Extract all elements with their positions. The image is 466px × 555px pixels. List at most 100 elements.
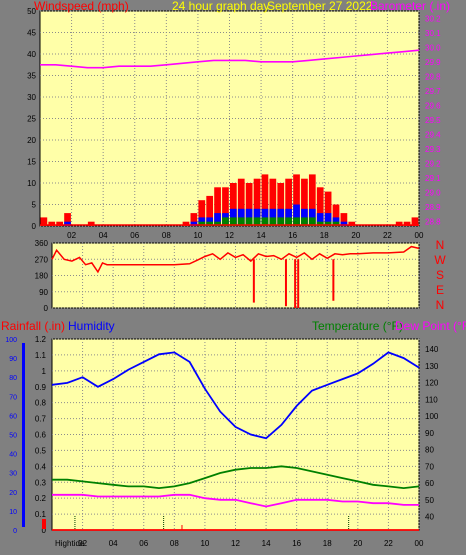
temperature-y-tick: 140 (425, 345, 439, 354)
barometer-y-tick: 28.9 (425, 203, 441, 212)
wind-gust-bar (395, 221, 403, 226)
wind-low-bar (214, 221, 221, 226)
humidity-x-tick: 20 (353, 539, 362, 548)
hightide-label: Hightide (55, 539, 85, 548)
wind-gust-bar (348, 221, 356, 226)
wind-y-tick: 15 (27, 158, 36, 167)
wind-x-tick: 18 (320, 231, 329, 240)
wind-gust-bar (87, 221, 95, 226)
wind-x-tick: 04 (99, 231, 108, 240)
humidity-label: Humidity (68, 319, 115, 333)
wind-y-tick: 20 (27, 136, 36, 145)
rainfall-y-tick: 0 (42, 526, 47, 535)
barometer-y-tick: 29.9 (425, 58, 441, 67)
wind-gust-bar (253, 178, 261, 226)
rainfall-y-tick: 1.2 (35, 335, 47, 344)
wind-mean-bar (190, 221, 198, 226)
humidity-temperature-series (51, 351, 420, 531)
wind-y-tick: 40 (27, 50, 36, 59)
direction-letter: W (434, 253, 446, 267)
wind-x-tick: 10 (193, 231, 202, 240)
temperature-y-tick: 120 (425, 379, 439, 388)
wind-gust-bar (206, 195, 214, 226)
wind-mean-bar (324, 213, 332, 226)
humidity-x-tick: 02 (78, 539, 87, 548)
barometer-y-tick: 29.2 (425, 160, 441, 169)
humidity-y-tick: 20 (9, 490, 17, 497)
direction-letter: E (436, 283, 444, 297)
rainfall-y-tick: 0.5 (35, 446, 47, 455)
wind-low-bar (230, 217, 237, 226)
wind-x-tick: 06 (130, 231, 139, 240)
direction-axes: 0 90 180 270 360 (35, 239, 49, 313)
humidity-y-tick: 40 (9, 452, 17, 459)
barometer-y-tick: 29.8 (425, 72, 441, 81)
wind-y-tick: 50 (27, 7, 36, 16)
wind-y-tick: 0 (32, 222, 37, 231)
wind-direction-line (51, 245, 420, 274)
humidity-y-tick: 50 (9, 433, 17, 440)
temperature-y-tick: 70 (425, 462, 434, 471)
temperature-y-tick: 130 (425, 362, 439, 371)
humidity-y-tick: 90 (9, 356, 17, 363)
wind-x-tick: 16 (288, 231, 297, 240)
wind-low-bar (293, 217, 300, 226)
wind-low-bar (285, 217, 292, 226)
wind-y-tick: 45 (27, 29, 36, 38)
humidity-x-tick: 00 (415, 539, 424, 548)
direction-y-tick: 270 (35, 255, 49, 264)
rainfall-y-tick: 0.3 (35, 478, 47, 487)
wind-x-tick: 14 (257, 231, 266, 240)
wind-gust-bar (277, 183, 285, 226)
dewpoint-label: Dew Point (°F) (395, 319, 466, 333)
wind-gust-bar (48, 221, 56, 226)
direction-grid (52, 242, 420, 309)
wind-gust-bar (301, 178, 308, 226)
humidity-axes: 010203040506070809010000.10.20.30.40.50.… (5, 335, 439, 548)
humidity-x-tick: 04 (109, 539, 118, 548)
wind-gust-bar (40, 217, 48, 226)
barometer-y-tick: 29.3 (425, 145, 441, 154)
wind-y-tick: 30 (27, 93, 36, 102)
direction-y-tick: 180 (35, 272, 49, 281)
direction-y-tick: 0 (44, 304, 49, 313)
humidity-x-tick: 08 (170, 539, 179, 548)
wind-low-bar (316, 221, 324, 226)
direction-letter: N (436, 298, 445, 312)
wind-low-bar (198, 221, 206, 226)
wind-gust-bar (222, 187, 229, 226)
rainfall-y-tick: 0.6 (35, 431, 47, 440)
wind-gust-bar (308, 174, 316, 226)
wind-gust-bar (261, 174, 269, 226)
rainfall-y-tick: 0.8 (35, 399, 47, 408)
wind-gust-bar (56, 221, 64, 226)
temperature-y-tick: 100 (425, 412, 439, 421)
wind-low-bar (308, 217, 316, 226)
rainfall-y-tick: 0.1 (35, 510, 47, 519)
dewpoint-line (52, 493, 419, 508)
humidity-y-tick: 100 (5, 337, 17, 344)
wind-low-bar (253, 217, 261, 226)
temperature-line (52, 465, 420, 490)
wind-gust-bar (411, 217, 419, 226)
barometer-y-tick: 29.0 (425, 189, 441, 198)
wind-mean-bar (214, 213, 221, 226)
wind-gust-bar (324, 191, 332, 226)
wind-gust-bar (214, 187, 221, 226)
wind-gust-bar (198, 200, 206, 226)
temperature-y-tick: 90 (425, 429, 434, 438)
wind-gust-bar (403, 221, 411, 226)
barometer-y-tick: 30.1 (425, 29, 441, 38)
wind-x-tick: 02 (67, 231, 76, 240)
wind-gust-bar (190, 213, 198, 226)
wind-y-tick: 10 (27, 179, 36, 188)
wind-y-tick: 35 (27, 72, 36, 81)
temperature-y-tick: 110 (425, 395, 438, 404)
temperature-y-tick: 40 (425, 513, 434, 522)
wind-low-bar (324, 221, 332, 226)
wind-low-bar (277, 217, 285, 226)
barometer-y-tick: 29.7 (425, 87, 441, 96)
temperature-y-tick: 50 (425, 496, 434, 505)
barometer-y-tick: 28.8 (425, 218, 441, 227)
